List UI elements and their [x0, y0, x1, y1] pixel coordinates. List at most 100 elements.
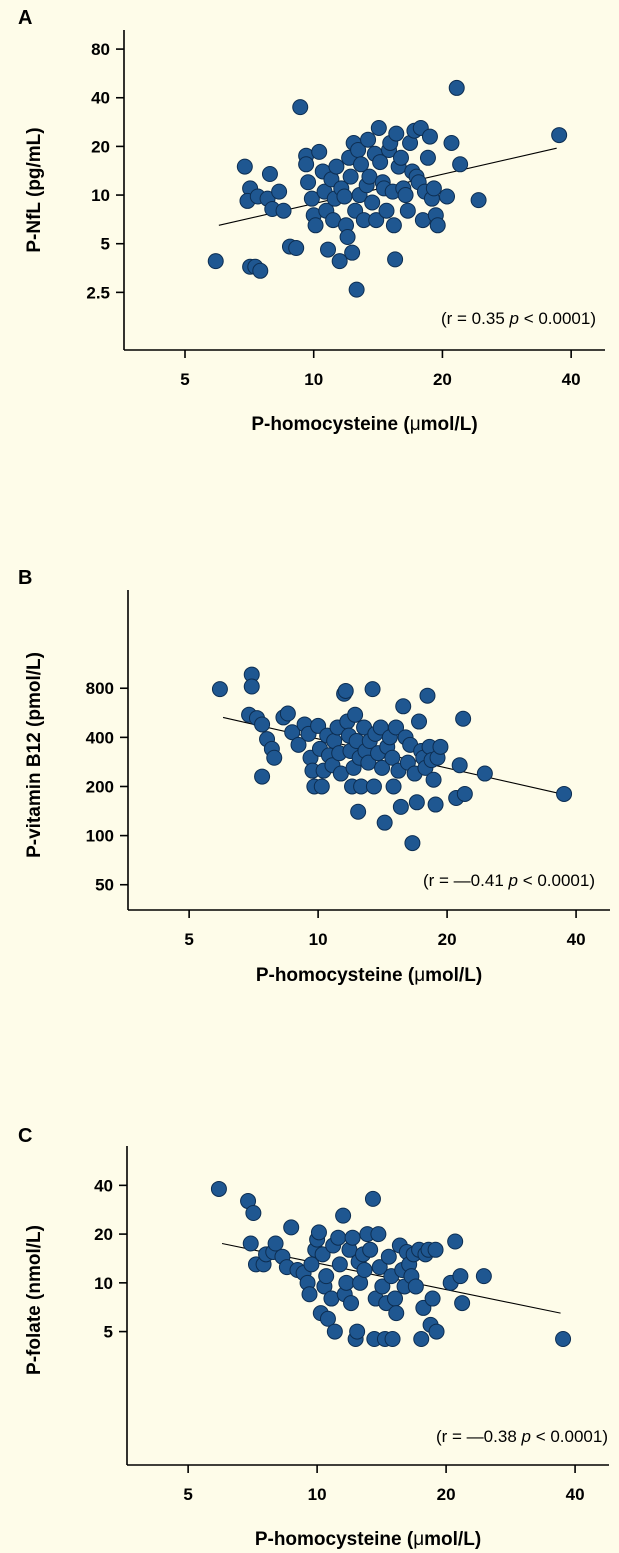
data-point: [419, 687, 436, 704]
data-point: [290, 736, 307, 753]
data-point: [429, 217, 446, 234]
data-point: [408, 794, 425, 811]
data-point: [292, 99, 309, 116]
y-tick-label: 10: [91, 186, 110, 205]
data-point: [313, 778, 330, 795]
data-point: [385, 217, 402, 234]
data-point: [267, 1235, 284, 1252]
data-point: [432, 738, 449, 755]
data-point: [428, 1323, 445, 1340]
data-point: [288, 240, 305, 257]
data-point: [447, 1233, 464, 1250]
data-point: [343, 1295, 360, 1312]
correlation-annotation: (r = 0.35 p < 0.0001): [441, 309, 596, 328]
y-tick-label: 100: [86, 827, 114, 846]
x-axis-label: P-homocysteine (μmol/L): [255, 1529, 481, 1550]
data-point: [365, 778, 382, 795]
data-point: [320, 241, 337, 258]
data-point: [470, 192, 487, 209]
data-point: [551, 127, 568, 144]
data-point: [275, 202, 292, 219]
x-tick-label: 20: [433, 370, 452, 389]
y-tick-label: 20: [91, 137, 110, 156]
x-tick-label: 5: [180, 370, 189, 389]
data-point: [427, 796, 444, 813]
data-point: [348, 281, 365, 298]
data-point: [378, 202, 395, 219]
chart-c-svg: C 5 10 20 40 5 10 20 40 P-homocysteine (μmol/L) P-…: [18, 1125, 609, 1550]
data-point: [427, 1241, 444, 1258]
data-point: [211, 681, 228, 698]
data-point: [388, 719, 405, 736]
data-point: [364, 1190, 381, 1207]
x-tick-label: 10: [308, 1485, 327, 1504]
x-axis-label: P-homocysteine (μmol/L): [256, 965, 482, 986]
data-point: [330, 1229, 347, 1246]
data-point: [301, 1286, 318, 1303]
data-point: [413, 1330, 430, 1347]
data-point: [374, 1278, 391, 1295]
data-point: [424, 1290, 441, 1307]
data-point: [310, 1224, 327, 1241]
data-point: [353, 156, 370, 173]
data-point: [555, 1330, 572, 1347]
data-point: [404, 835, 421, 852]
data-point: [207, 253, 224, 270]
data-point: [342, 168, 359, 185]
data-point: [283, 1219, 300, 1236]
data-point: [371, 1259, 388, 1276]
panel-b: B 50 100 200 400 800 5 10 20 40 P-homocysteine (μm…: [0, 560, 619, 1020]
data-point: [392, 798, 409, 815]
data-point: [443, 134, 460, 151]
y-tick-label: 5: [101, 235, 110, 254]
data-point: [350, 803, 367, 820]
data-point: [425, 771, 442, 788]
data-point: [475, 1268, 492, 1285]
data-point: [338, 1274, 355, 1291]
data-point: [314, 1246, 331, 1263]
correlation-annotation: (r = —0.41 p < 0.0001): [423, 871, 595, 890]
data-point: [243, 678, 260, 695]
data-point: [451, 757, 468, 774]
x-tick-label: 10: [309, 930, 328, 949]
data-point: [344, 244, 361, 261]
data-point: [368, 212, 385, 229]
data-point: [298, 156, 315, 173]
data-point: [448, 79, 465, 96]
data-point: [319, 1310, 336, 1327]
data-point: [476, 765, 493, 782]
data-point: [242, 1235, 259, 1252]
data-point: [300, 174, 317, 191]
data-point: [454, 1295, 471, 1312]
data-point: [362, 1241, 379, 1258]
y-tick-label: 2.5: [86, 283, 110, 302]
data-point: [337, 682, 354, 699]
y-tick-label: 50: [95, 876, 114, 895]
x-tick-label: 40: [562, 370, 581, 389]
data-point: [387, 1290, 404, 1307]
data-point: [323, 1290, 340, 1307]
data-point: [376, 814, 393, 831]
panel-label: B: [18, 567, 32, 589]
y-axis-label: P-folate (nmol/L): [24, 1225, 45, 1375]
chart-a-svg: A 2.5 5 10 20 40 80 5 10 20 40 P-homocysteine (μmol…: [18, 7, 605, 435]
data-point: [370, 119, 387, 136]
data-point: [419, 149, 436, 166]
data-point: [370, 1226, 387, 1243]
x-tick-label: 20: [438, 930, 457, 949]
data-point: [254, 716, 271, 733]
data-point: [339, 229, 356, 246]
data-point: [279, 705, 296, 722]
data-point: [397, 187, 414, 204]
data-point: [364, 194, 381, 211]
x-tick-label: 40: [566, 1485, 585, 1504]
data-point: [361, 168, 378, 185]
data-point: [455, 710, 472, 727]
data-point: [388, 1305, 405, 1322]
data-point: [303, 190, 320, 207]
y-tick-label: 20: [94, 1225, 113, 1244]
data-point: [307, 217, 324, 234]
data-point: [556, 785, 573, 802]
data-point: [210, 1180, 227, 1197]
data-point: [236, 158, 253, 175]
